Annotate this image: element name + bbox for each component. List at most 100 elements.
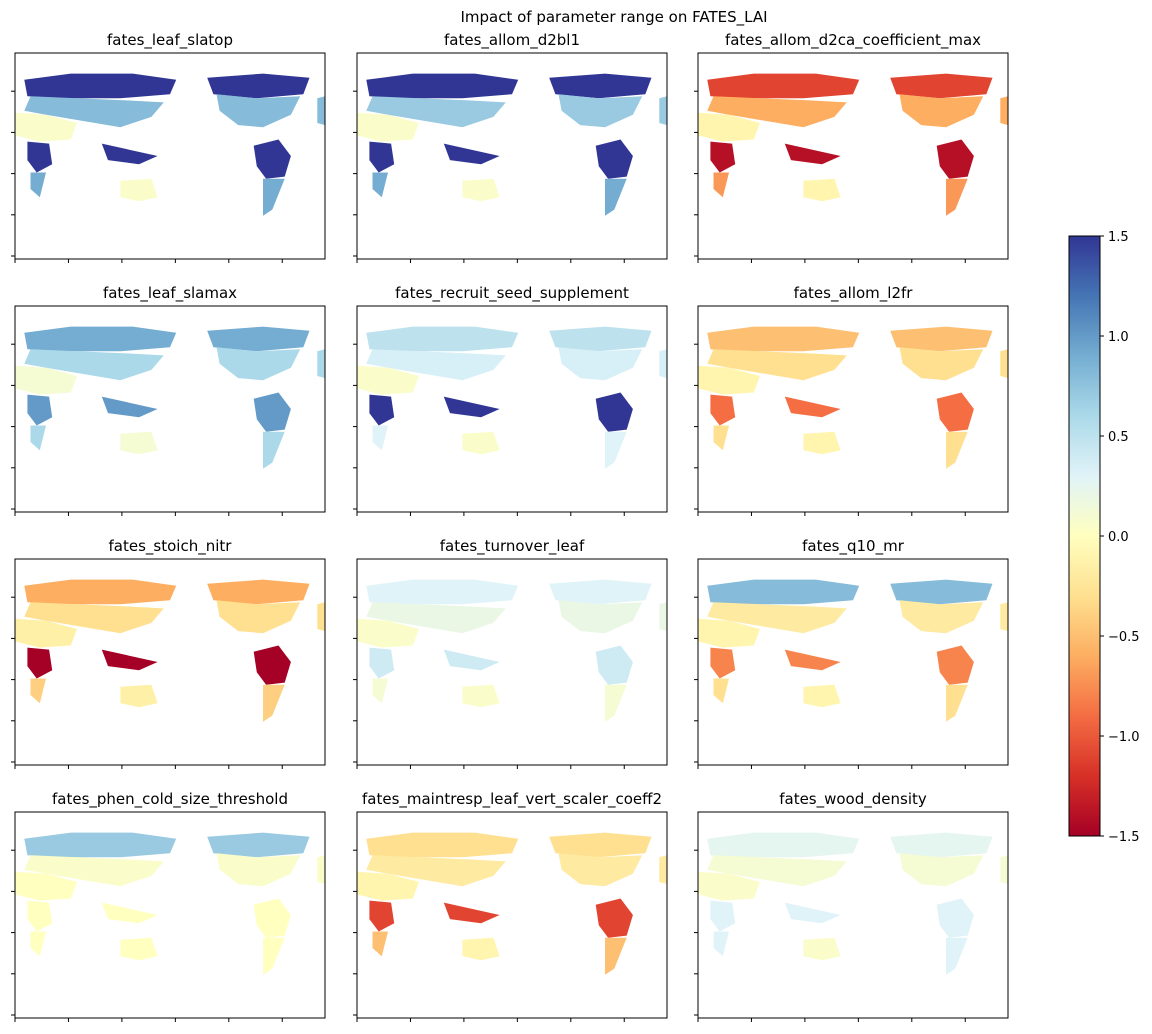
map-region-tropical xyxy=(443,396,500,418)
panel-frame xyxy=(14,305,326,513)
map-region-arid xyxy=(357,112,419,142)
map-region-arid xyxy=(120,937,158,961)
map-region-temperate xyxy=(24,855,164,887)
map-region-temperate xyxy=(24,349,164,381)
panel-frame xyxy=(356,558,668,766)
panel-title: fates_wood_density xyxy=(779,790,927,809)
map-region-tropical xyxy=(595,392,633,432)
map-panel: fates_recruit_seed_supplement xyxy=(353,284,668,516)
map-region-tropical xyxy=(27,141,53,173)
map-region-tropical xyxy=(253,645,291,685)
map-panel: fates_leaf_slamax xyxy=(11,284,326,516)
panel-title: fates_allom_l2fr xyxy=(794,284,914,303)
map-region-tropical xyxy=(784,649,841,671)
map-panels: fates_leaf_slatop fates_allom_d2bl1 fates_… xyxy=(11,31,1009,1022)
map-region-tropical xyxy=(253,139,291,179)
map-region-temperate xyxy=(558,94,643,128)
map-region-temperate xyxy=(899,600,984,634)
map-region-southern xyxy=(372,931,388,957)
map-region-boreal xyxy=(707,832,860,858)
map-region-boreal xyxy=(207,73,310,99)
map-region-tropical xyxy=(595,139,633,179)
map-region-temperate xyxy=(317,602,325,632)
map-region-arid xyxy=(357,871,419,901)
map-region-tropical xyxy=(936,139,974,179)
map-region-tropical xyxy=(101,396,158,418)
map-region-boreal xyxy=(207,579,310,605)
map-region-tropical xyxy=(595,645,633,685)
map-region-tropical xyxy=(369,141,395,173)
map-region-temperate xyxy=(899,347,984,381)
map-region-arid xyxy=(357,618,419,648)
map-region-arid xyxy=(803,431,841,455)
map-region-southern xyxy=(713,931,729,957)
map-region-southern xyxy=(263,431,285,469)
map-region-temperate xyxy=(24,602,164,634)
colorbar-tick-label: 1.0 xyxy=(1108,330,1129,345)
map-region-boreal xyxy=(707,73,860,99)
map-region-tropical xyxy=(784,902,841,924)
map-region-boreal xyxy=(366,73,519,99)
map-region-arid xyxy=(803,684,841,708)
map-region-boreal xyxy=(366,326,519,352)
map-region-temperate xyxy=(558,347,643,381)
map-region-arid xyxy=(698,871,760,901)
map-region-tropical xyxy=(784,396,841,418)
map-region-temperate xyxy=(366,602,506,634)
map-region-arid xyxy=(15,365,77,395)
map-panel: fates_allom_d2ca_coefficient_max xyxy=(694,31,1009,263)
map-region-tropical xyxy=(710,394,736,426)
panel-frame xyxy=(697,305,1009,513)
map-region-temperate xyxy=(216,347,301,381)
map-region-southern xyxy=(713,678,729,704)
map-region-boreal xyxy=(24,832,177,858)
map-region-arid xyxy=(462,937,500,961)
map-region-temperate xyxy=(216,94,301,128)
map-region-southern xyxy=(946,937,968,975)
map-region-temperate xyxy=(1000,855,1008,885)
map-region-tropical xyxy=(27,394,53,426)
map-panel: fates_allom_l2fr xyxy=(694,284,1009,516)
map-region-tropical xyxy=(253,392,291,432)
map-region-temperate xyxy=(216,853,301,887)
map-region-boreal xyxy=(366,579,519,605)
colorbar-tick-label: 0.5 xyxy=(1108,430,1129,445)
map-region-southern xyxy=(30,425,46,451)
map-region-temperate xyxy=(707,96,847,128)
map-region-temperate xyxy=(659,602,667,632)
map-region-temperate xyxy=(899,853,984,887)
map-region-temperate xyxy=(1000,602,1008,632)
map-region-southern xyxy=(372,172,388,198)
colorbar-tick-label: 0.0 xyxy=(1108,530,1129,545)
map-region-boreal xyxy=(890,73,993,99)
map-region-southern xyxy=(30,172,46,198)
colorbar-tick-label: −1.5 xyxy=(1108,830,1140,845)
map-region-arid xyxy=(120,178,158,202)
map-region-tropical xyxy=(936,898,974,938)
map-panel: fates_wood_density xyxy=(694,790,1009,1022)
map-region-southern xyxy=(946,684,968,722)
map-region-boreal xyxy=(24,326,177,352)
map-region-southern xyxy=(946,431,968,469)
map-region-boreal xyxy=(207,326,310,352)
map-region-tropical xyxy=(443,143,500,165)
map-region-arid xyxy=(803,178,841,202)
map-region-tropical xyxy=(936,645,974,685)
map-region-boreal xyxy=(890,326,993,352)
map-region-arid xyxy=(698,365,760,395)
map-region-boreal xyxy=(549,832,652,858)
map-region-southern xyxy=(263,178,285,216)
colorbar: 1.5 1.0 0.5 0.0 −0.5 −1.0 −1.5 xyxy=(1068,230,1140,845)
map-region-arid xyxy=(698,112,760,142)
map-region-temperate xyxy=(366,96,506,128)
map-region-temperate xyxy=(317,349,325,379)
panel-title: fates_maintresp_leaf_vert_scaler_coeff2 xyxy=(362,790,662,809)
panel-frame xyxy=(356,811,668,1019)
panel-title: fates_phen_cold_size_threshold xyxy=(52,790,288,809)
map-region-arid xyxy=(15,112,77,142)
map-region-tropical xyxy=(369,394,395,426)
map-region-southern xyxy=(713,425,729,451)
map-region-tropical xyxy=(710,141,736,173)
map-panel: fates_stoich_nitr xyxy=(11,537,326,769)
map-region-tropical xyxy=(101,649,158,671)
